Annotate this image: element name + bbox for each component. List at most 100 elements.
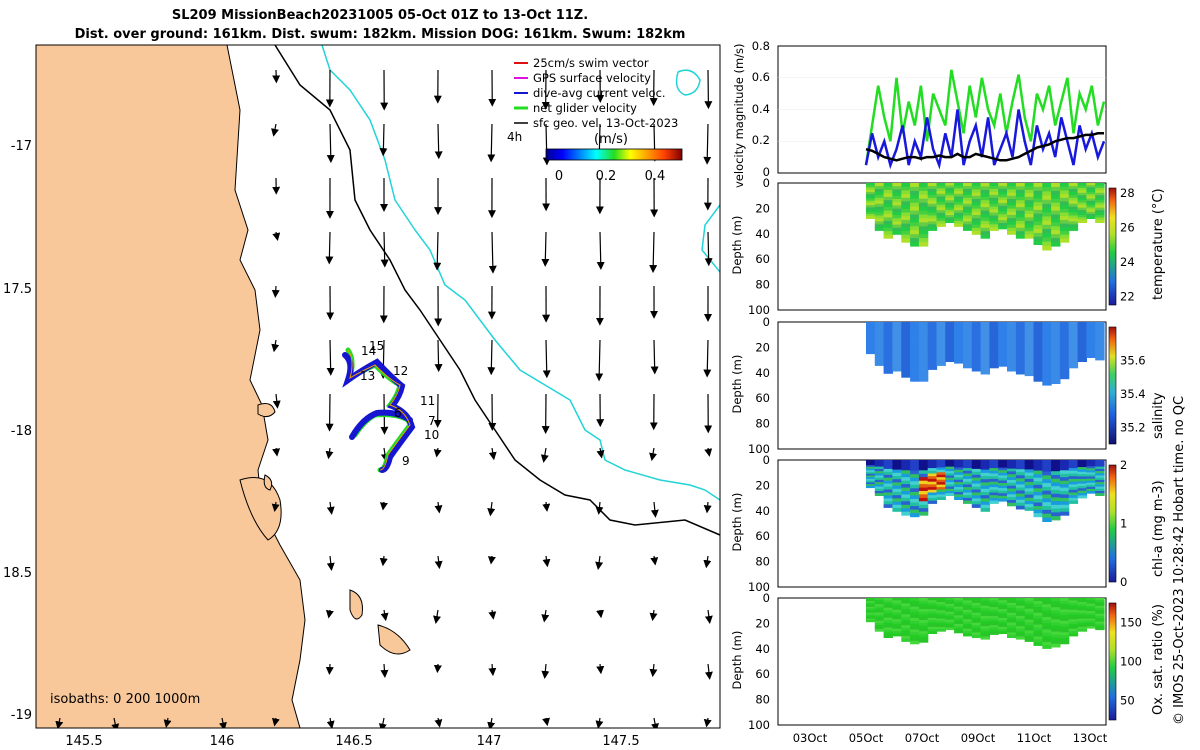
map-frame	[35, 44, 721, 729]
y-tick-label: -18	[11, 424, 32, 439]
surface-velocity-arrow	[271, 501, 280, 513]
map-legend: 25cm/s swim vector GPS surface velocity …	[507, 56, 678, 147]
surface-velocity-arrow	[271, 123, 279, 137]
surface-velocity-arrow	[488, 609, 497, 620]
surface-velocity-arrow	[650, 555, 659, 566]
waypoint-label: 13	[360, 369, 375, 383]
surface-velocity-arrow	[487, 339, 496, 376]
surface-velocity-arrow	[326, 717, 335, 728]
surface-velocity-arrow	[433, 231, 442, 271]
glider-track	[342, 347, 416, 473]
speed-colorbar	[545, 148, 683, 161]
surface-velocity-arrow	[649, 663, 658, 678]
surface-velocity-arrow	[649, 231, 658, 274]
surface-velocity-arrow	[704, 231, 713, 267]
surface-velocity-arrow	[704, 663, 713, 680]
island-4	[377, 624, 411, 655]
surface-velocity-arrow	[704, 609, 713, 624]
surface-velocity-arrow	[325, 447, 334, 460]
surface-velocity-arrow	[542, 501, 551, 512]
isobath-legend: isobaths: 0 200 1000m	[50, 692, 200, 707]
surface-velocity-arrow	[487, 717, 496, 728]
y-tick-label: 18.5	[3, 566, 32, 581]
surface-velocity-arrow	[272, 231, 281, 242]
colorbar-tick: 0.2	[596, 169, 617, 184]
surface-velocity-arrow	[595, 501, 604, 515]
surface-velocity-arrow	[434, 555, 443, 570]
surface-velocity-arrow	[595, 555, 604, 571]
waypoint-label: 11	[420, 394, 435, 408]
surface-velocity-arrow	[596, 231, 605, 270]
surface-velocity-arrow	[488, 231, 497, 274]
waypoint-label: 14	[361, 344, 376, 358]
colorbar-label: (m/s)	[594, 132, 628, 147]
surface-velocity-arrow	[541, 609, 550, 623]
waypoint-label: 9	[402, 454, 410, 468]
surface-velocity-arrow	[380, 609, 389, 622]
y-tick-label: -19	[11, 708, 32, 723]
y-tick-label: 17.5	[3, 282, 32, 297]
surface-velocity-arrow	[487, 501, 496, 517]
surface-velocity-arrow	[542, 555, 551, 568]
surface-velocity-arrow	[650, 339, 659, 375]
surface-velocity-arrow	[542, 339, 551, 379]
surface-velocity-arrow	[703, 123, 712, 165]
waypoint-label: 12	[393, 364, 408, 378]
surface-velocity-arrow	[326, 123, 335, 164]
surface-velocity-arrow	[219, 717, 227, 728]
waypoint-label: 10	[424, 428, 439, 442]
isobath-200m	[321, 45, 720, 501]
surface-velocity-arrow	[326, 501, 335, 515]
surface-velocity-arrow	[271, 339, 280, 353]
surface-velocity-arrow	[703, 339, 712, 378]
surface-velocity-arrow	[704, 447, 713, 457]
y-tick-label: -17	[11, 139, 32, 154]
x-tick-label: 145.5	[65, 734, 102, 749]
surface-velocity-arrow	[596, 609, 605, 619]
surface-velocity-arrow	[488, 447, 497, 461]
surface-velocity-arrow	[380, 231, 389, 268]
isobath-200m-eddy	[675, 69, 701, 96]
surface-velocity-arrow	[325, 609, 334, 619]
legend-entry: sfc geo. vel. 13-Oct-2023	[533, 116, 678, 130]
legend-entry: net glider velocity	[533, 101, 637, 115]
waypoint-label: 7	[428, 414, 436, 428]
surface-velocity-arrow	[542, 717, 550, 727]
gps-track	[347, 349, 411, 471]
surface-velocity-arrow	[487, 123, 496, 163]
surface-velocity-arrow	[703, 717, 712, 728]
legend-time-label: 4h	[507, 130, 522, 144]
surface-velocity-arrow	[649, 609, 658, 622]
coastline-land	[36, 45, 306, 728]
figure-title-line2: Dist. over ground: 161km. Dist. swum: 18…	[74, 27, 686, 42]
surface-velocity-arrow	[487, 555, 496, 565]
surface-velocity-arrow	[379, 123, 388, 157]
surface-velocity-arrow	[55, 717, 64, 728]
surface-velocity-arrow	[540, 447, 549, 463]
surface-velocity-arrow	[703, 501, 712, 514]
island-3	[349, 589, 363, 620]
isobath-200m-east	[701, 204, 720, 273]
surface-velocity-arrow	[325, 231, 334, 265]
surface-velocity-arrow	[379, 501, 388, 511]
x-tick-label: 146.5	[335, 734, 372, 749]
surface-velocity-arrow	[488, 663, 497, 677]
surface-velocity-arrow	[272, 393, 281, 409]
waypoint-label: 15	[369, 339, 384, 353]
x-tick-label: 146	[210, 734, 235, 749]
surface-velocity-arrow	[541, 663, 550, 679]
surface-velocity-arrow	[326, 555, 335, 571]
waypoint-label: 6	[394, 406, 402, 420]
surface-velocity-arrow	[433, 447, 442, 458]
copyright-credit: © IMOS 25-Oct-2023 10:28:42 Hobart time.…	[1172, 395, 1187, 725]
surface-velocity-arrow	[596, 663, 605, 675]
surface-velocity-arrow	[596, 447, 605, 459]
figure-title-line1: SL209 MissionBeach20231005 05-Oct 01Z to…	[171, 8, 589, 23]
surface-velocity-arrow	[380, 663, 389, 678]
surface-velocity-arrow	[649, 447, 657, 462]
colorbar-tick: 0	[555, 169, 563, 184]
surface-velocity-arrow	[163, 717, 172, 728]
x-tick-label: 147.5	[602, 734, 639, 749]
x-tick-label: 147	[477, 734, 502, 749]
